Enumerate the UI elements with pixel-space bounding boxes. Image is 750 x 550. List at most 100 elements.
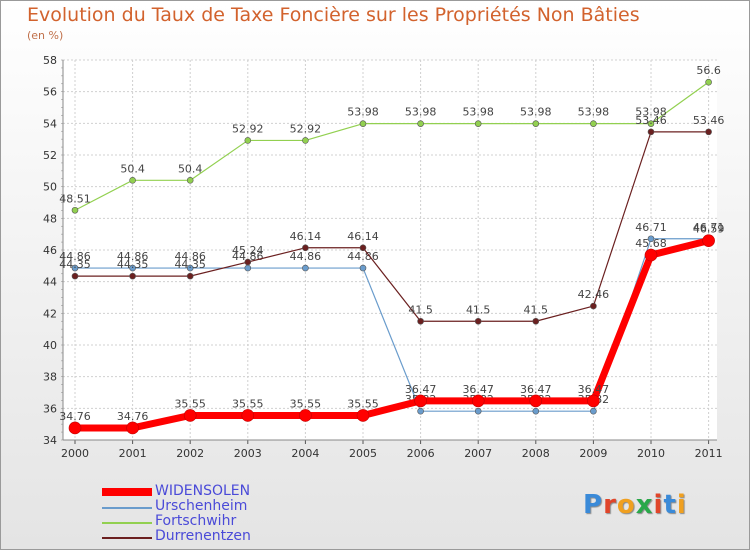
data-point-urschenheim <box>532 407 540 415</box>
data-point-urschenheim <box>474 407 482 415</box>
data-point-widensolen <box>356 409 370 422</box>
logo-letter: i <box>653 490 664 520</box>
y-tick-label: 50 <box>43 181 57 194</box>
logo-letter: r <box>603 490 617 520</box>
series-line-durrenentzen <box>75 131 709 322</box>
data-point-urschenheim <box>244 264 252 272</box>
data-point-fortschwihr <box>244 137 252 144</box>
data-label-widensolen: 36.47 <box>578 383 610 396</box>
data-point-durrenentzen <box>359 244 367 252</box>
data-point-widensolen <box>68 421 82 435</box>
x-tick-label: 2000 <box>61 447 89 460</box>
y-tick-label: 56 <box>43 86 57 99</box>
data-label-durrenentzen: 53.46 <box>635 114 667 127</box>
data-point-urschenheim <box>302 264 309 272</box>
x-tick-label: 2003 <box>234 447 262 460</box>
data-point-fortschwihr <box>417 120 424 127</box>
data-label-widensolen: 35.55 <box>232 397 264 410</box>
data-point-durrenentzen <box>417 317 424 325</box>
y-tick-label: 40 <box>43 339 57 352</box>
logo-letter: t <box>663 490 677 520</box>
x-tick-label: 2010 <box>637 447 665 460</box>
data-label-fortschwihr: 50.4 <box>120 162 145 175</box>
data-point-durrenentzen <box>71 272 79 280</box>
legend-label: WIDENSOLEN <box>155 483 251 499</box>
data-label-urschenheim: 44.86 <box>59 250 91 263</box>
data-point-urschenheim <box>129 264 136 272</box>
data-point-durrenentzen <box>302 244 309 252</box>
data-label-durrenentzen: 41.5 <box>524 303 549 316</box>
data-label-durrenentzen: 41.5 <box>408 303 433 316</box>
data-point-widensolen <box>126 421 139 435</box>
data-point-fortschwihr <box>647 120 655 127</box>
data-point-durrenentzen <box>647 128 655 136</box>
data-point-fortschwihr <box>474 120 482 127</box>
data-point-urschenheim <box>417 407 424 415</box>
data-point-urschenheim <box>359 264 367 272</box>
data-label-widensolen: 35.55 <box>290 397 322 410</box>
data-label-urschenheim: 44.86 <box>290 250 322 263</box>
data-label-fortschwihr: 53.98 <box>462 106 494 119</box>
legend-label: Durrenentzen <box>155 528 251 544</box>
data-point-urschenheim <box>186 264 194 272</box>
data-label-durrenentzen: 44.35 <box>59 258 91 271</box>
data-point-widensolen <box>644 248 658 262</box>
legend-label: Urschenheim <box>155 498 248 514</box>
y-unit-label: (en %) <box>27 29 64 42</box>
data-label-widensolen: 45.68 <box>635 237 667 250</box>
data-label-fortschwihr: 52.92 <box>290 122 322 135</box>
data-label-fortschwihr: 48.51 <box>59 192 91 205</box>
data-point-fortschwihr <box>71 206 79 214</box>
data-point-fortschwihr <box>129 177 136 184</box>
data-point-widensolen <box>241 409 255 422</box>
data-point-fortschwihr <box>359 120 367 127</box>
x-tick-label: 2007 <box>464 447 492 460</box>
data-label-fortschwihr: 53.98 <box>405 106 437 119</box>
logo-letter: i <box>676 490 687 520</box>
data-point-widensolen <box>702 234 715 247</box>
data-label-urschenheim: 46.71 <box>635 221 667 234</box>
data-label-widensolen: 35.55 <box>347 397 379 410</box>
x-tick-label: 2005 <box>349 447 377 460</box>
data-point-urschenheim <box>647 235 655 243</box>
data-label-durrenentzen: 42.46 <box>578 288 610 301</box>
data-label-widensolen: 46.59 <box>693 223 725 236</box>
data-point-widensolen <box>587 394 600 408</box>
data-point-durrenentzen <box>474 317 482 325</box>
legend-label: Fortschwihr <box>155 513 237 529</box>
y-tick-label: 38 <box>43 371 57 384</box>
data-label-fortschwihr: 53.98 <box>347 106 379 119</box>
data-label-widensolen: 36.47 <box>405 383 437 396</box>
data-point-durrenentzen <box>129 272 136 280</box>
y-tick-label: 36 <box>43 402 57 415</box>
series-line-fortschwihr <box>74 81 709 211</box>
data-point-durrenentzen <box>186 272 194 280</box>
legend-swatch-urschenheim <box>102 507 152 509</box>
data-point-widensolen <box>471 394 485 408</box>
data-label-fortschwihr: 52.92 <box>232 122 264 135</box>
data-point-widensolen <box>414 394 427 408</box>
data-point-fortschwihr <box>590 120 597 127</box>
y-tick-label: 44 <box>43 276 57 289</box>
data-label-urschenheim: 46.71 <box>693 221 725 234</box>
x-tick-label: 2002 <box>176 447 204 460</box>
data-label-urschenheim: 44.86 <box>117 250 149 263</box>
x-tick-label: 2008 <box>522 447 550 460</box>
x-tick-label: 2001 <box>119 447 147 460</box>
y-tick-label: 52 <box>43 149 57 162</box>
data-point-fortschwihr <box>705 78 712 86</box>
data-point-widensolen <box>183 409 197 422</box>
data-label-widensolen: 36.47 <box>520 383 552 396</box>
data-label-durrenentzen: 53.46 <box>693 114 725 127</box>
data-point-durrenentzen <box>244 258 252 266</box>
y-tick-label: 48 <box>43 212 57 225</box>
data-label-fortschwihr: 53.98 <box>635 106 667 119</box>
series-line-widensolen <box>75 237 710 432</box>
x-tick-label: 2006 <box>407 447 435 460</box>
data-point-durrenentzen <box>532 317 540 325</box>
logo-letter: o <box>616 490 636 520</box>
data-label-durrenentzen: 46.14 <box>290 230 322 243</box>
data-label-urschenheim: 44.86 <box>347 250 379 263</box>
data-label-durrenentzen: 44.35 <box>117 258 149 271</box>
